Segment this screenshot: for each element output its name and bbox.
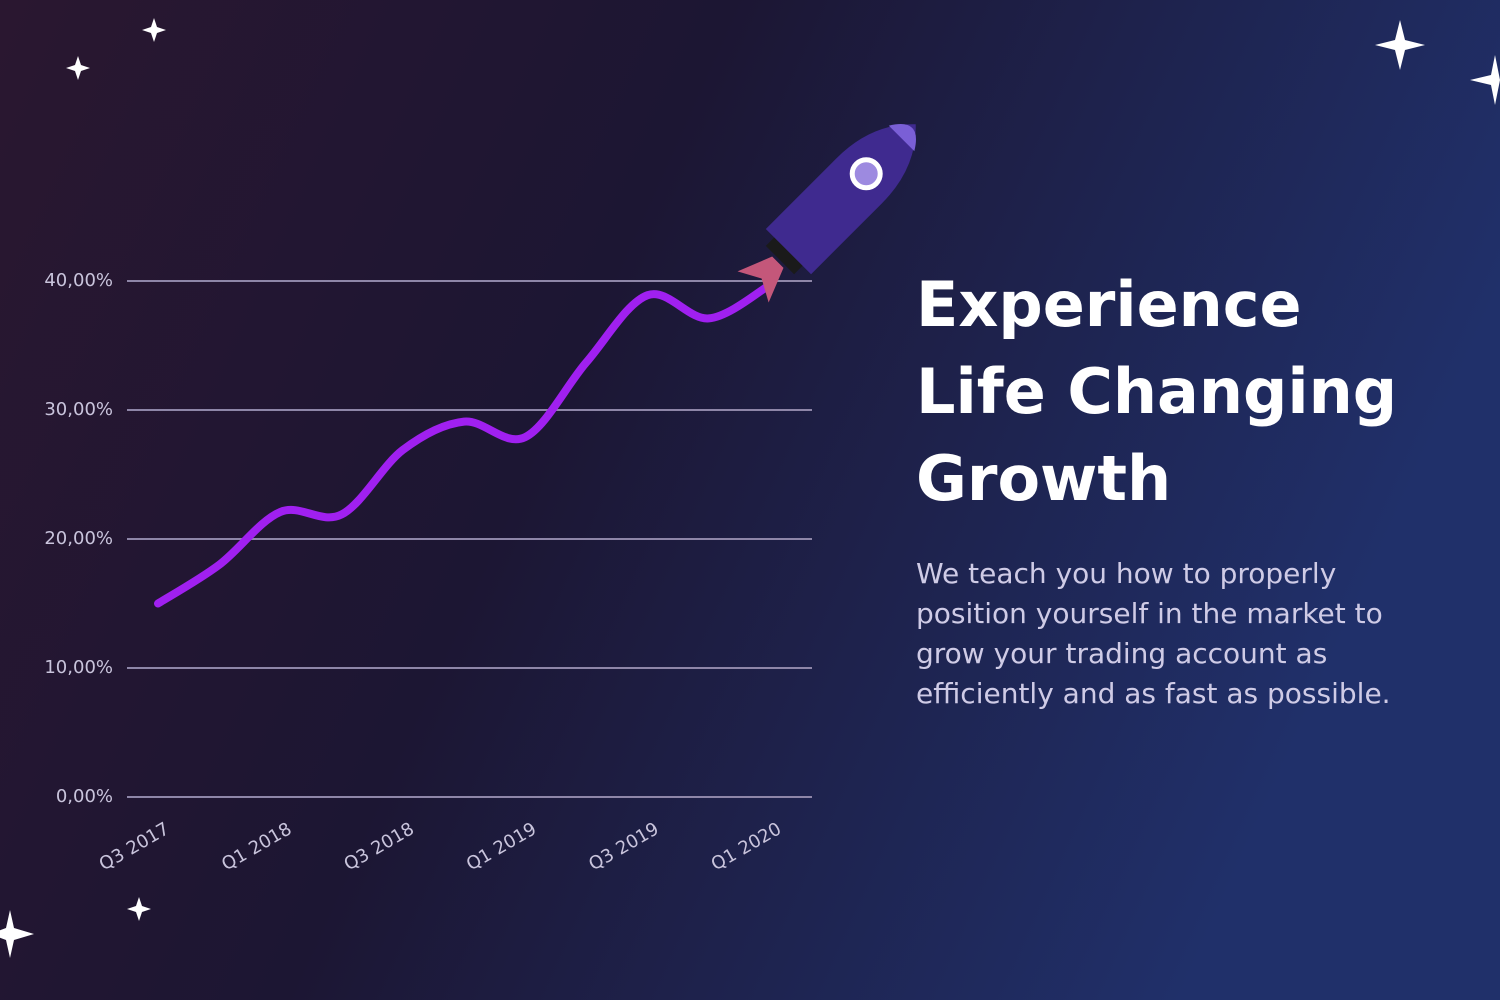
- body-line: efficiently and as fast as possible.: [916, 677, 1391, 710]
- y-tick-label: 0,00%: [56, 786, 113, 807]
- plot: [154, 280, 774, 608]
- stars: [0, 18, 1500, 958]
- y-tick-label: 40,00%: [44, 270, 113, 291]
- line: [154, 280, 774, 608]
- body-line: We teach you how to properly: [916, 557, 1336, 590]
- y-tick-label: 20,00%: [44, 528, 113, 549]
- copy: Experience Life Changing Growth We teach yo…: [916, 268, 1397, 710]
- heading-line: Experience: [916, 268, 1302, 341]
- y-tick-label: 30,00%: [44, 399, 113, 420]
- rocket: [737, 124, 916, 303]
- y-tick-label: 10,00%: [44, 657, 113, 678]
- heading-line: Growth: [916, 442, 1171, 515]
- heading-line: Life Changing: [916, 355, 1397, 428]
- body-line: grow your trading account as: [916, 637, 1327, 670]
- body-line: position yourself in the market to: [916, 597, 1383, 630]
